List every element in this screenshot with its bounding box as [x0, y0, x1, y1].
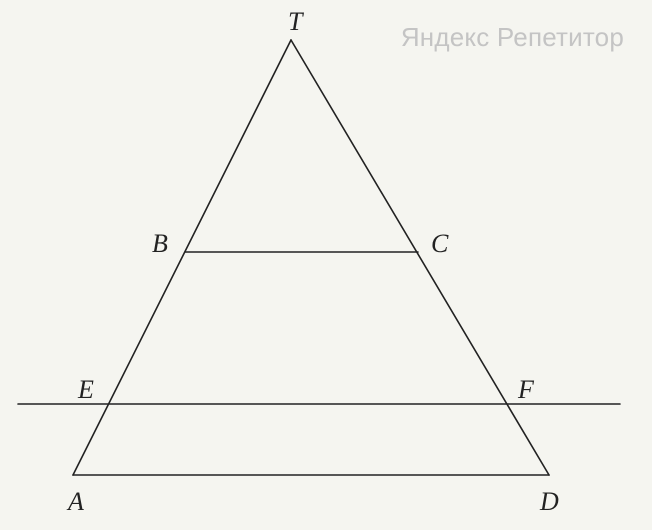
label-B: B — [152, 229, 168, 258]
label-T: T — [288, 7, 304, 36]
side-TD — [291, 40, 549, 475]
label-E: E — [77, 375, 94, 404]
side-TA — [73, 40, 291, 475]
vertex-labels: T A D B C E F — [66, 7, 559, 516]
geometry-canvas: T A D B C E F — [0, 0, 652, 530]
triangle-figure — [18, 40, 620, 475]
label-A: A — [66, 487, 84, 516]
label-C: C — [431, 229, 449, 258]
watermark-text: Яндекс Репетитор — [401, 22, 624, 53]
label-F: F — [517, 375, 535, 404]
label-D: D — [539, 487, 559, 516]
